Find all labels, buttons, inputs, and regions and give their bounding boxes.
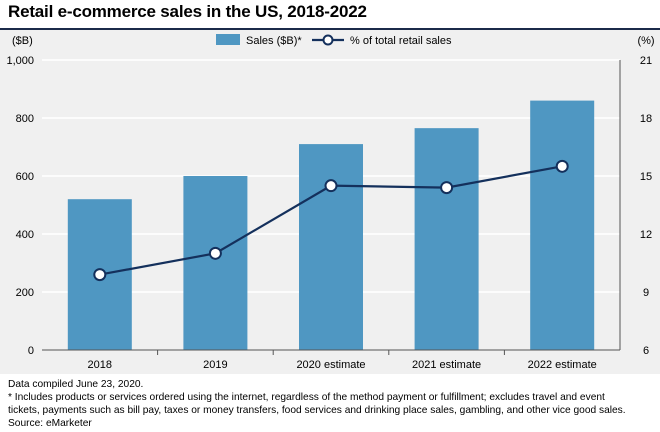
chart-title: Retail e-commerce sales in the US, 2018-… bbox=[8, 2, 367, 21]
bar bbox=[299, 144, 363, 350]
y-left-tick-label: 600 bbox=[16, 171, 34, 183]
y-left-tick-label: 800 bbox=[16, 113, 34, 125]
bar bbox=[414, 128, 479, 350]
y-left-tick-label: 400 bbox=[16, 229, 34, 241]
title-rule bbox=[0, 28, 660, 30]
legend-bar-swatch bbox=[216, 34, 240, 45]
footnote-note-1: * Includes products or services ordered … bbox=[8, 392, 605, 403]
source-note: Source: eMarketer bbox=[8, 418, 92, 429]
y-right-tick-label: 15 bbox=[640, 171, 652, 183]
x-tick-label: 2022 estimate bbox=[528, 359, 597, 371]
line-point bbox=[208, 246, 222, 260]
line-point bbox=[440, 181, 454, 195]
chart-canvas: 0 200 400 600 800 1,000 6 9 12 15 18 21 ($B) (%) 2018 2… bbox=[6, 34, 655, 371]
y-right-tick-label: 12 bbox=[640, 229, 652, 241]
compiled-date: Data compiled June 23, 2020. bbox=[8, 379, 144, 390]
y-right-axis-label: (%) bbox=[637, 35, 654, 47]
y-right-tick-label: 18 bbox=[640, 113, 652, 125]
y-right-tick-label: 6 bbox=[643, 345, 649, 357]
x-tick-label: 2021 estimate bbox=[412, 359, 481, 371]
bar bbox=[183, 176, 248, 350]
y-right-tick-label: 9 bbox=[643, 287, 649, 299]
bar bbox=[530, 100, 595, 350]
legend-line-label: % of total retail sales bbox=[350, 35, 452, 47]
y-left-tick-label: 0 bbox=[28, 345, 34, 357]
x-tick-label: 2019 bbox=[203, 359, 227, 371]
line-point bbox=[93, 268, 107, 282]
x-tick-label: 2018 bbox=[88, 359, 112, 371]
x-tick-label: 2020 estimate bbox=[296, 359, 365, 371]
line-point bbox=[324, 179, 338, 193]
y-left-axis-label: ($B) bbox=[12, 35, 33, 47]
y-left-tick-label: 200 bbox=[16, 287, 34, 299]
legend-bar-label: Sales ($B)* bbox=[246, 35, 302, 47]
footnote-note-2: tickets, payments such as bill pay, taxe… bbox=[8, 405, 626, 416]
line-point bbox=[555, 159, 569, 173]
footnotes: Data compiled June 23, 2020. * Includes … bbox=[8, 378, 656, 430]
y-left-tick-label: 1,000 bbox=[6, 55, 34, 67]
y-right-tick-label: 21 bbox=[640, 55, 652, 67]
legend-line-marker bbox=[322, 34, 334, 46]
